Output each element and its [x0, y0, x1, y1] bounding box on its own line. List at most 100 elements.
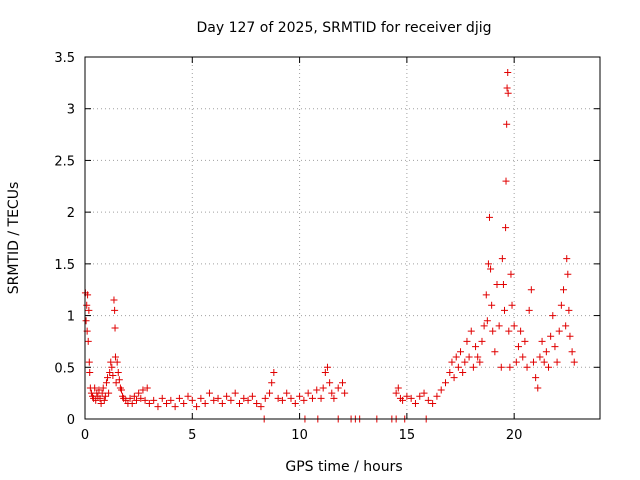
data-point	[111, 324, 119, 332]
data-point	[102, 379, 110, 387]
data-point	[163, 399, 171, 407]
data-point	[236, 399, 243, 407]
data-point	[111, 353, 119, 361]
data-point	[521, 337, 529, 345]
data-point	[437, 386, 445, 394]
data-point	[92, 396, 100, 404]
data-point	[97, 399, 105, 407]
data-point	[465, 353, 473, 361]
data-point	[461, 358, 469, 366]
data-point	[483, 317, 491, 325]
data-point	[506, 363, 514, 371]
data-point	[108, 363, 116, 371]
y-tick-label: 0	[67, 413, 75, 428]
y-tick-label: 3.5	[54, 51, 75, 66]
data-point	[339, 379, 346, 387]
data-point	[283, 389, 291, 397]
x-tick-label: 20	[506, 428, 523, 443]
x-tick-label: 15	[399, 428, 416, 443]
data-point	[300, 396, 308, 404]
data-point	[565, 306, 573, 314]
data-point	[105, 389, 113, 397]
data-point	[261, 394, 269, 402]
data-point	[553, 358, 561, 366]
chart-title: Day 127 of 2025, SRMTID for receiver dji…	[197, 20, 492, 36]
data-point	[497, 363, 505, 371]
data-point	[507, 270, 515, 278]
data-point	[448, 358, 456, 366]
data-point	[508, 301, 516, 309]
data-point	[175, 394, 183, 402]
data-point	[308, 394, 316, 402]
data-point	[184, 392, 192, 400]
data-point	[512, 358, 520, 366]
data-point	[83, 301, 91, 309]
data-point	[478, 337, 486, 345]
data-point	[411, 399, 419, 407]
data-point	[171, 403, 179, 411]
data-point	[498, 255, 506, 263]
data-point	[96, 394, 104, 402]
data-point	[85, 306, 93, 314]
data-point	[201, 399, 209, 407]
data-point	[503, 84, 511, 92]
data-point	[442, 379, 449, 387]
data-point	[566, 332, 574, 340]
data-point	[545, 363, 552, 371]
data-point	[529, 358, 537, 366]
data-point	[321, 368, 329, 376]
data-point	[562, 322, 570, 330]
data-point	[145, 399, 153, 407]
data-point	[491, 348, 499, 356]
data-point	[407, 394, 415, 402]
data-point	[502, 224, 510, 232]
data-point	[100, 396, 108, 404]
data-point	[112, 379, 120, 387]
data-point	[313, 386, 321, 394]
data-point	[334, 384, 342, 392]
x-tick-label: 10	[291, 428, 308, 443]
data-point	[106, 368, 114, 376]
data-point	[452, 353, 460, 361]
plot-frame	[84, 56, 601, 420]
data-point	[139, 386, 147, 394]
data-point	[505, 327, 513, 335]
data-point	[489, 327, 497, 335]
data-point	[555, 327, 563, 335]
data-point	[210, 396, 218, 404]
data-point	[330, 394, 338, 402]
data-point	[501, 306, 509, 314]
data-point	[95, 386, 103, 394]
data-point	[109, 372, 117, 380]
data-point	[104, 374, 112, 382]
data-point	[82, 317, 90, 325]
data-point	[167, 396, 175, 404]
data-point	[110, 296, 118, 304]
data-point	[128, 399, 136, 407]
data-point	[482, 291, 490, 299]
data-point	[130, 392, 138, 400]
data-point	[240, 394, 248, 402]
data-point	[231, 389, 239, 397]
data-point	[504, 69, 512, 77]
data-point	[274, 394, 282, 402]
data-point	[141, 396, 149, 404]
data-point	[113, 358, 121, 366]
data-point	[420, 389, 428, 397]
x-axis-title: GPS time / hours	[285, 459, 402, 475]
data-point	[107, 358, 115, 366]
data-point	[244, 396, 252, 404]
data-point	[540, 358, 548, 366]
data-point	[143, 384, 151, 392]
data-point	[549, 312, 557, 320]
data-point	[86, 368, 94, 376]
data-point	[564, 270, 572, 278]
data-point	[488, 301, 496, 309]
data-point	[532, 374, 540, 382]
data-point	[278, 396, 286, 404]
data-point	[317, 394, 325, 402]
data-point	[394, 384, 402, 392]
x-tick-label: 0	[81, 428, 89, 443]
data-point	[433, 392, 441, 400]
